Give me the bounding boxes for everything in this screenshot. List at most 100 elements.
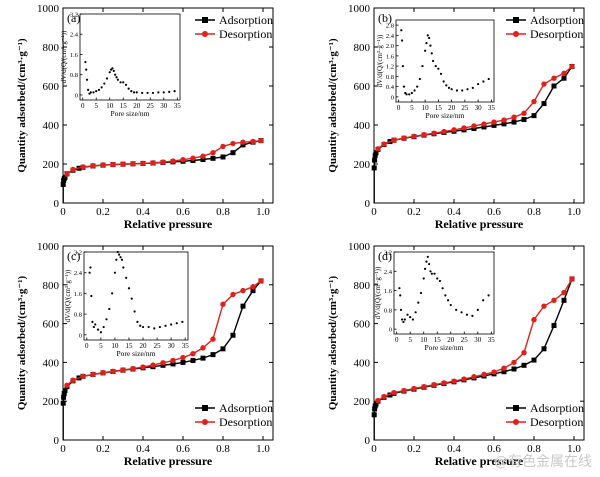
inset-point [115, 258, 118, 261]
desorption-point [120, 161, 126, 167]
inset-point [417, 301, 420, 304]
inset-point [430, 52, 433, 55]
y-tick-label: 1000 [348, 241, 371, 253]
desorption-point [100, 369, 106, 376]
desorption-point [250, 284, 256, 290]
desorption-point [391, 389, 397, 396]
inset-point [487, 77, 490, 81]
inset-point [132, 91, 136, 94]
desorption-point [210, 336, 216, 342]
adsorption-point [541, 346, 547, 352]
legend-label: Adsorption [219, 13, 273, 27]
y-tick-label: 0 [365, 198, 371, 210]
inset-y-tick-label: 2.4 [70, 32, 79, 39]
adsorption-point [373, 150, 379, 156]
panel-0: 0 0.2 0.4 0.6 0.8 1.002004006008001000Relativ… [16, 3, 274, 231]
desorption-point [411, 385, 417, 392]
panel-label: (a) [67, 11, 80, 25]
desorption-point [200, 345, 206, 351]
inset-point [157, 91, 160, 94]
legend-label: Adsorption [530, 13, 584, 27]
desorption-point [160, 159, 166, 165]
desorption-point [501, 117, 507, 123]
x-tick-label: 0.4 [447, 443, 461, 455]
inset-y-tick-label: 1.6 [386, 53, 395, 60]
inset-frame [395, 19, 495, 103]
adsorption-point [230, 150, 236, 156]
inset-point [95, 90, 98, 93]
desorption-point [441, 128, 447, 135]
desorption-point [375, 146, 381, 152]
desorption-point [551, 75, 557, 81]
inset-point [181, 320, 184, 323]
inset-x-tick-label: 20 [140, 342, 148, 350]
x-tick-label: 0.6 [487, 443, 501, 455]
inset-point [100, 86, 103, 89]
inset-point [426, 34, 429, 37]
y-axis-label: Quantity adsorbed/(cm³·g⁻¹) [327, 38, 339, 173]
inset-point [401, 65, 404, 68]
inset-point [471, 86, 474, 90]
desorption-point [130, 161, 136, 167]
inset-x-tick-label: 30 [475, 104, 483, 112]
inset-y-tick-label: 0.8 [386, 74, 394, 81]
inset-point [136, 320, 139, 323]
adsorption-point [170, 361, 176, 367]
desorption-point [190, 155, 196, 161]
x-axis-label: Relative pressure [435, 454, 524, 468]
x-tick-label: 0.8 [216, 443, 230, 455]
y-tick-label: 0 [54, 198, 60, 210]
legend-marker [513, 17, 519, 23]
inset-x-label: Pore size/nm [111, 109, 150, 118]
inset-point [433, 272, 436, 275]
inset-point [162, 91, 165, 94]
inset-point [423, 267, 427, 270]
legend-marker [202, 405, 208, 411]
desorption-point [250, 138, 256, 145]
desorption-point [381, 141, 387, 147]
desorption-point [80, 164, 86, 170]
adsorption-point [372, 157, 378, 163]
inset-x-tick-label: 10 [106, 102, 114, 110]
adsorption-point [491, 122, 497, 128]
inset-point [445, 84, 448, 87]
adsorption-point [250, 288, 256, 294]
inset-y-label: dV/d(Q/(cm³·g⁻¹)) [374, 266, 382, 319]
adsorption-point [511, 119, 517, 125]
desorption-point [471, 374, 477, 380]
adsorption-point [541, 101, 547, 107]
desorption-point [451, 127, 457, 133]
desorption-point [240, 287, 246, 294]
x-tick-label: 0.4 [136, 443, 150, 455]
inset-point [428, 262, 431, 266]
desorption-point [401, 135, 407, 141]
inset-point [130, 297, 133, 300]
inset-y-tick-label: 0.8 [384, 307, 392, 314]
desorption-point [501, 365, 507, 371]
inset-point [444, 294, 447, 297]
inset-y-tick-label: 1.6 [70, 52, 79, 59]
y-tick-label: 800 [354, 42, 371, 54]
inset-point [431, 59, 435, 63]
x-tick-label: 1.0 [567, 206, 581, 218]
inset-x-label: Pore size/nm [117, 349, 156, 358]
y-tick-label: 400 [354, 120, 371, 132]
adsorption-point [561, 75, 567, 81]
adsorption-point [180, 359, 186, 365]
y-tick-label: 400 [43, 120, 60, 132]
adsorption-point [220, 154, 226, 160]
inset-point [406, 313, 409, 316]
inset-point [487, 294, 490, 297]
inset-point [416, 85, 419, 88]
desorption-point [120, 367, 126, 373]
inset-point [400, 29, 403, 32]
inset-point [441, 287, 444, 290]
inset-point [424, 49, 427, 52]
inset-y-tick-label: 1.6 [74, 291, 83, 298]
inset-point [116, 78, 119, 81]
inset-point [111, 67, 114, 70]
inset-point [108, 71, 111, 74]
inset-point [102, 325, 105, 329]
inset-point [120, 258, 124, 261]
y-tick-label: 1000 [37, 3, 60, 15]
